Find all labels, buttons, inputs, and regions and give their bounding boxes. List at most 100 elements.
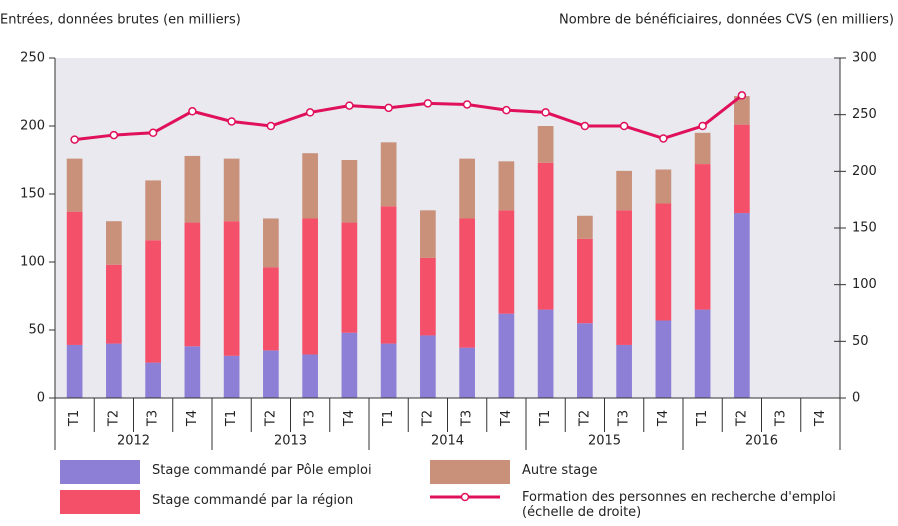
y2-tick-label: 50	[852, 334, 869, 349]
bar	[734, 213, 750, 398]
bar	[616, 344, 632, 398]
bar	[694, 309, 711, 398]
bar	[66, 211, 83, 345]
legend-swatch	[60, 460, 140, 484]
bar	[106, 221, 122, 265]
x-tick-label: T1	[381, 410, 396, 427]
legend-swatch	[430, 460, 510, 484]
line-marker	[423, 99, 433, 108]
y-tick-label: 100	[20, 255, 45, 270]
bar	[223, 355, 240, 398]
line-marker	[462, 100, 472, 109]
x-tick-label: T2	[577, 410, 592, 427]
x-tick-label: T4	[499, 410, 514, 427]
bar	[302, 153, 318, 219]
y-axis-label: Entrées, données brutes (en milliers)	[0, 13, 241, 28]
bar	[184, 155, 201, 223]
year-label: 2014	[431, 434, 464, 449]
legend-swatch	[60, 490, 140, 514]
x-tick-label: T2	[263, 410, 278, 427]
y-tick-label: 150	[20, 187, 45, 202]
bar	[420, 210, 436, 258]
bar	[184, 346, 201, 398]
x-tick-label: T1	[67, 410, 82, 427]
line-marker	[345, 101, 354, 110]
legend-item: Stage commandé par la région	[60, 490, 353, 514]
bar	[420, 257, 436, 336]
line-marker	[384, 103, 393, 113]
bar	[106, 264, 122, 344]
year-label: 2013	[274, 434, 307, 449]
legend-line	[430, 492, 500, 502]
bar	[537, 162, 554, 310]
line-marker	[580, 121, 590, 131]
bar	[459, 158, 475, 219]
bar	[616, 170, 632, 211]
x-tick-label: T2	[734, 410, 749, 427]
x-tick-label: T4	[656, 410, 671, 427]
x-tick-label: T2	[420, 410, 435, 427]
x-tick-label: T1	[538, 410, 553, 427]
year-label: 2016	[745, 434, 778, 449]
y-tick-label: 200	[20, 119, 45, 134]
x-tick-label: T2	[106, 410, 121, 427]
bar	[223, 221, 240, 356]
legend-label: Stage commandé par la région	[152, 493, 354, 508]
y-tick-label: 250	[20, 51, 45, 66]
line-marker	[227, 117, 236, 126]
line-marker	[305, 108, 315, 117]
bar	[263, 350, 279, 398]
year-label: 2012	[117, 434, 150, 449]
x-tick-label: T3	[303, 410, 318, 427]
bar	[145, 180, 161, 241]
bar	[106, 343, 122, 398]
y2-tick-label: 300	[852, 51, 877, 66]
bar	[498, 161, 515, 211]
x-tick-label: T3	[460, 410, 475, 427]
x-tick-label: T4	[342, 410, 357, 427]
bar	[459, 347, 475, 398]
legend-label: Formation des personnes en recherche d'e…	[522, 490, 836, 520]
bar	[655, 169, 672, 204]
bar	[184, 222, 201, 347]
line-marker	[659, 134, 668, 143]
line-marker	[541, 108, 550, 117]
y2-tick-label: 150	[852, 221, 877, 236]
y2-tick-label: 250	[852, 107, 877, 122]
bar	[380, 343, 397, 398]
y2-tick-label: 100	[852, 277, 877, 292]
bar	[577, 238, 593, 324]
bar	[380, 142, 397, 207]
x-tick-label: T3	[774, 410, 789, 427]
y-tick-label: 50	[28, 323, 45, 338]
bar	[694, 132, 711, 165]
legend-label: Stage commandé par Pôle emploi	[152, 463, 372, 478]
bar	[537, 309, 554, 398]
bar	[734, 124, 750, 214]
line-marker	[737, 91, 747, 100]
bar	[459, 218, 475, 348]
bar	[341, 160, 358, 223]
bar	[66, 158, 83, 212]
bar	[145, 362, 161, 398]
line-marker	[70, 135, 79, 144]
bar	[616, 210, 632, 345]
legend-item: Formation des personnes en recherche d'e…	[430, 490, 882, 520]
x-tick-label: T4	[185, 410, 200, 427]
bar	[66, 344, 83, 398]
bar	[655, 203, 672, 321]
x-tick-label: T3	[146, 410, 161, 427]
bar	[655, 320, 672, 398]
line-marker	[698, 121, 707, 131]
bar	[537, 126, 554, 163]
bar	[694, 164, 711, 310]
y2-tick-label: 0	[852, 391, 860, 406]
x-tick-label: T3	[617, 410, 632, 427]
bar	[145, 240, 161, 363]
line-marker	[109, 130, 119, 140]
legend-item: Stage commandé par Pôle emploi	[60, 460, 372, 484]
bar	[420, 335, 436, 398]
bar	[734, 96, 750, 125]
bar	[263, 267, 279, 351]
